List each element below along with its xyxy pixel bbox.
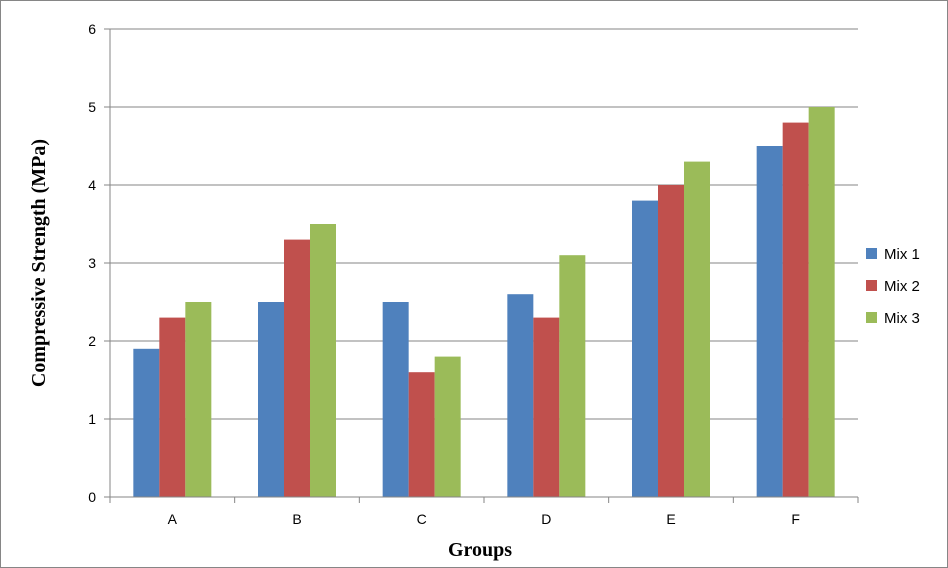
bar-mix-2-e	[658, 185, 684, 497]
legend-swatch	[866, 312, 877, 323]
bar-mix-2-c	[408, 372, 435, 497]
y-tick-label: 0	[88, 489, 96, 505]
bar-mix-2-b	[284, 239, 310, 497]
bar-mix-2-a	[159, 317, 186, 497]
y-tick-label: 5	[88, 99, 96, 115]
x-tick-label: A	[168, 511, 178, 527]
legend-label: Mix 3	[884, 310, 920, 327]
bar-mix-2-d	[533, 317, 560, 497]
bar-mix-1-b	[258, 302, 284, 497]
legend-swatch	[866, 280, 877, 291]
legend-label: Mix 1	[884, 246, 920, 263]
x-tick-labels: A B C D E F	[168, 511, 800, 527]
bar-mix-1-d	[507, 294, 534, 497]
legend: Mix 1 Mix 2 Mix 3	[866, 246, 920, 327]
bar-mix-3-e	[684, 161, 710, 497]
y-axis-title: Compressive Strength (MPa)	[28, 139, 50, 387]
legend-swatch	[866, 248, 877, 259]
bar-mix-3-a	[185, 302, 212, 497]
x-tick-label: F	[791, 511, 800, 527]
gridlines	[110, 28, 858, 420]
axes	[104, 28, 859, 503]
y-tick-label: 2	[88, 333, 96, 349]
y-tick-label: 1	[88, 411, 96, 427]
y-tick-label: 3	[88, 255, 96, 271]
bar-mix-3-c	[434, 356, 461, 497]
y-tick-label: 4	[88, 177, 96, 193]
legend-label: Mix 2	[884, 278, 920, 295]
x-tick-label: E	[666, 511, 675, 527]
y-tick-labels: 0 1 2 3 4 5 6	[88, 21, 96, 505]
x-axis-title: Groups	[448, 539, 512, 561]
y-tick-label: 6	[88, 21, 96, 37]
x-tick-label: B	[292, 511, 301, 527]
x-tick-label: C	[417, 511, 427, 527]
bar-mix-1-e	[632, 200, 658, 497]
bar-mix-1-a	[133, 348, 160, 497]
bar-mix-1-f	[756, 146, 783, 497]
bars	[133, 107, 835, 497]
bar-mix-2-f	[782, 122, 809, 497]
x-tick-label: D	[541, 511, 551, 527]
bar-mix-3-d	[559, 255, 586, 497]
bar-mix-3-f	[808, 107, 835, 497]
bar-mix-3-b	[310, 224, 336, 497]
bar-mix-1-c	[382, 302, 409, 497]
